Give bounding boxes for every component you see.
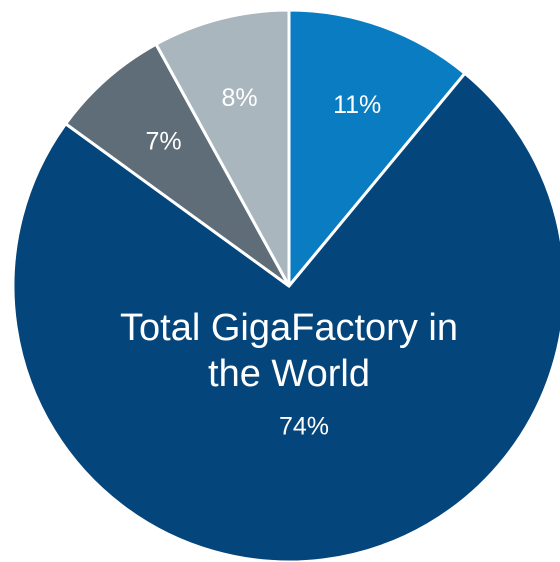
pie-slice-1 bbox=[287, 8, 468, 291]
pie-labels: 11% Total GigaFactory in the World 74% 7% 8% bbox=[120, 84, 458, 441]
pie-slice-2 bbox=[11, 71, 560, 562]
slice-name-line: Total GigaFactory in bbox=[120, 307, 458, 349]
slice-name-line: the World bbox=[208, 353, 370, 395]
slice-value-label: 11% bbox=[333, 91, 381, 119]
slice-name-label: Total GigaFactory in the World bbox=[120, 307, 458, 395]
pie-slice-4 bbox=[154, 8, 291, 287]
pie-slices bbox=[11, 8, 560, 562]
pie-slice-3 bbox=[63, 42, 291, 288]
slice-value-label: 74% bbox=[279, 413, 329, 441]
slice-value-label: 7% bbox=[146, 128, 182, 156]
slice-value-label: 8% bbox=[222, 84, 258, 112]
